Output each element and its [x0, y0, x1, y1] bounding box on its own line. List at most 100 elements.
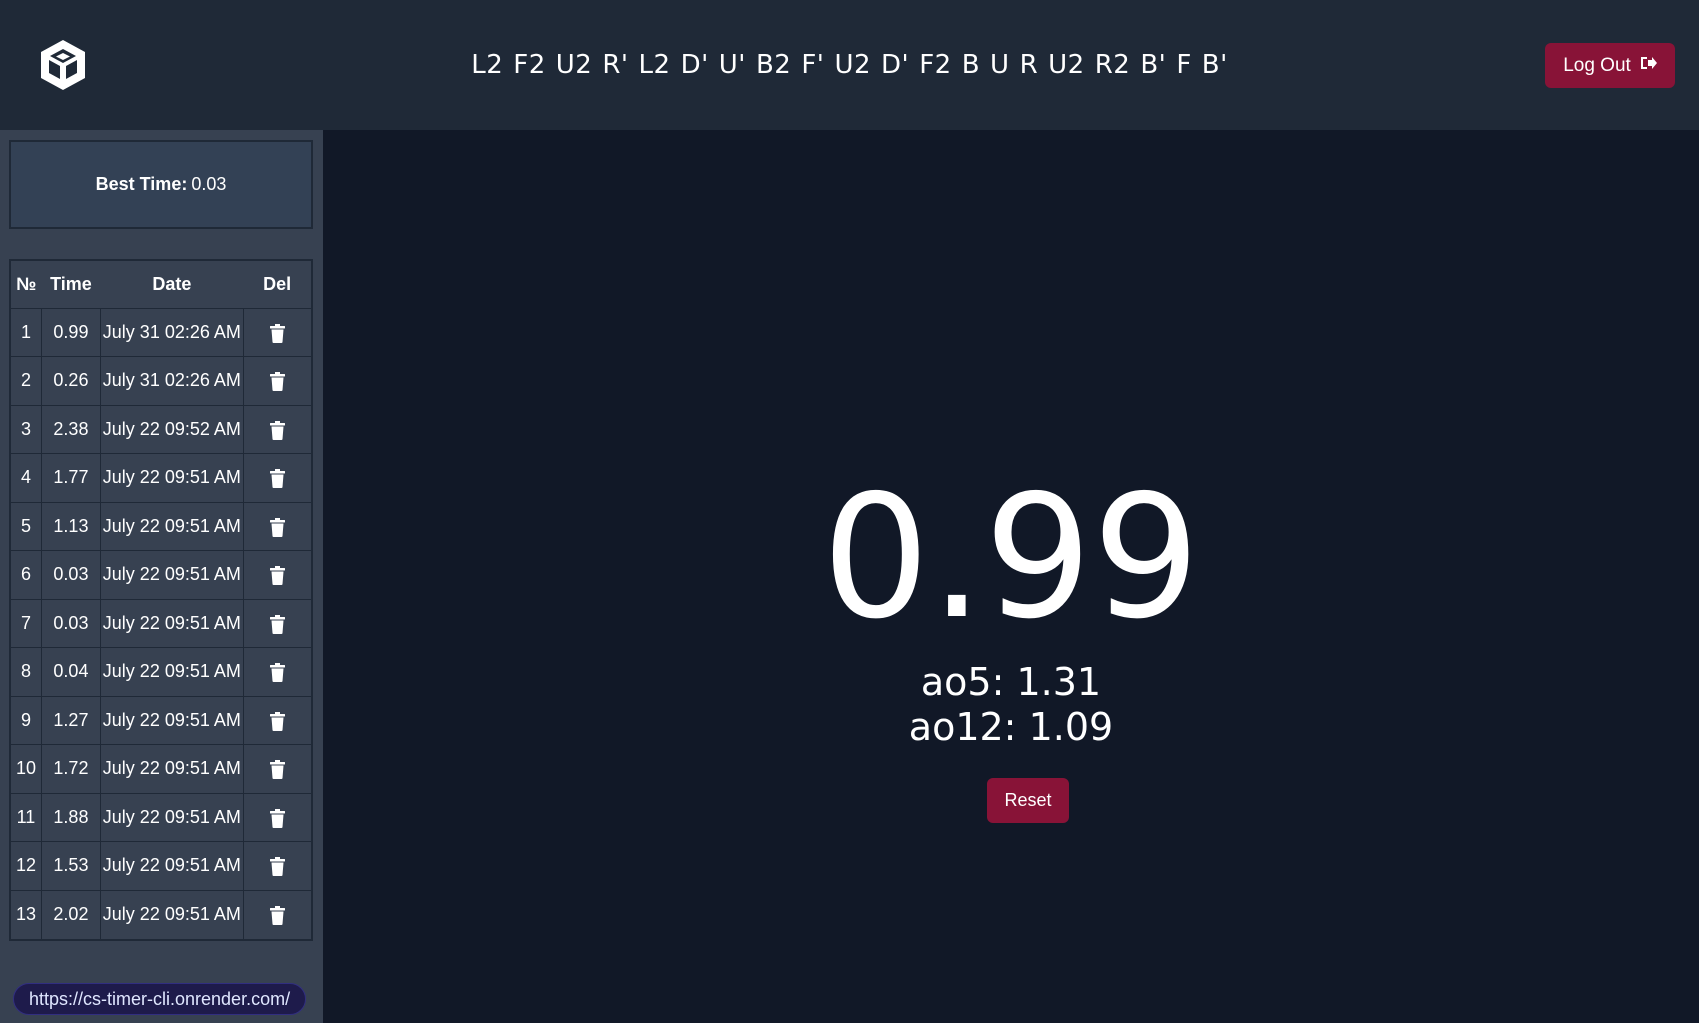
- table-row: 7 0.03 July 22 09:51 AM: [11, 598, 311, 648]
- delete-cell: [243, 501, 311, 551]
- row-time: 1.72: [41, 744, 101, 793]
- row-date: July 22 09:51 AM: [100, 889, 244, 939]
- header-bar: L2 F2 U2 R' L2 D' U' B2 F' U2 D' F2 B U R U2 R2 B' F B' Log…: [0, 0, 1699, 130]
- row-number: 10: [11, 744, 42, 793]
- trash-icon[interactable]: [269, 467, 286, 488]
- row-number: 11: [11, 792, 42, 842]
- sidebar: Best Time: 0.03 № Time Date Del 1 0.99 Jul…: [0, 130, 323, 1023]
- table-row: 11 1.88 July 22 09:51 AM: [11, 792, 311, 842]
- scramble-move: R2: [1094, 50, 1131, 80]
- row-date: July 22 09:51 AM: [100, 841, 244, 890]
- row-time: 1.27: [41, 695, 101, 745]
- row-time: 2.38: [41, 404, 101, 454]
- trash-icon[interactable]: [269, 516, 286, 537]
- sign-out-icon: [1639, 54, 1657, 78]
- trash-icon[interactable]: [269, 661, 286, 682]
- table-row: 1 0.99 July 31 02:26 AM: [11, 307, 311, 357]
- table-row: 12 1.53 July 22 09:51 AM: [11, 841, 311, 890]
- row-number: 3: [11, 404, 42, 454]
- header-date: Date: [100, 261, 244, 308]
- row-date: July 31 02:26 AM: [100, 356, 244, 405]
- table-row: 3 2.38 July 22 09:52 AM: [11, 404, 311, 454]
- trash-icon[interactable]: [269, 564, 286, 585]
- row-number: 4: [11, 453, 42, 502]
- scramble-move: F2: [513, 50, 546, 80]
- row-date: July 22 09:51 AM: [100, 792, 244, 842]
- row-number: 2: [11, 356, 42, 405]
- delete-cell: [243, 841, 311, 890]
- delete-cell: [243, 356, 311, 405]
- scramble-move: U2: [834, 50, 872, 80]
- delete-cell: [243, 550, 311, 599]
- scramble-move: F': [801, 50, 825, 80]
- solves-table: № Time Date Del 1 0.99 July 31 02:26 AM 2 0.…: [11, 261, 311, 939]
- trash-icon[interactable]: [269, 758, 286, 779]
- row-time: 0.26: [41, 356, 101, 405]
- delete-cell: [243, 404, 311, 454]
- trash-icon[interactable]: [269, 807, 286, 828]
- scramble-move: R': [602, 50, 629, 80]
- reset-button[interactable]: Reset: [987, 778, 1069, 823]
- best-time-value: 0.03: [191, 174, 227, 194]
- table-row: 4 1.77 July 22 09:51 AM: [11, 453, 311, 502]
- row-number: 8: [11, 647, 42, 696]
- trash-icon[interactable]: [269, 904, 286, 925]
- row-date: July 22 09:51 AM: [100, 647, 244, 696]
- row-number: 12: [11, 841, 42, 890]
- ao5-average: ao5: 1.31: [920, 660, 1102, 704]
- logout-button[interactable]: Log Out: [1545, 43, 1675, 88]
- row-date: July 22 09:51 AM: [100, 550, 244, 599]
- scramble-move: L2: [471, 50, 504, 80]
- trash-icon[interactable]: [269, 613, 286, 634]
- row-date: July 22 09:52 AM: [100, 404, 244, 454]
- best-time-card: Best Time: 0.03: [9, 140, 313, 229]
- table-row: 10 1.72 July 22 09:51 AM: [11, 744, 311, 793]
- logout-label: Log Out: [1563, 54, 1631, 76]
- delete-cell: [243, 695, 311, 745]
- scramble-move: D': [680, 50, 709, 80]
- delete-cell: [243, 598, 311, 648]
- row-time: 1.13: [41, 501, 101, 551]
- scramble-move: L2: [638, 50, 671, 80]
- row-date: July 31 02:26 AM: [100, 307, 244, 357]
- delete-cell: [243, 889, 311, 939]
- delete-cell: [243, 744, 311, 793]
- scramble-move: U': [718, 50, 746, 80]
- header-number: №: [11, 261, 42, 308]
- row-time: 1.53: [41, 841, 101, 890]
- row-time: 0.03: [41, 550, 101, 599]
- current-time-display[interactable]: 0.99: [821, 459, 1201, 657]
- row-time: 0.99: [41, 307, 101, 357]
- row-date: July 22 09:51 AM: [100, 453, 244, 502]
- trash-icon[interactable]: [269, 710, 286, 731]
- delete-cell: [243, 647, 311, 696]
- ao12-average: ao12: 1.09: [908, 705, 1114, 749]
- scramble-move: R: [1019, 50, 1039, 80]
- row-number: 13: [11, 889, 42, 939]
- row-date: July 22 09:51 AM: [100, 598, 244, 648]
- table-row: 8 0.04 July 22 09:51 AM: [11, 647, 311, 696]
- table-row: 2 0.26 July 31 02:26 AM: [11, 356, 311, 405]
- scramble-move: U: [990, 50, 1010, 80]
- trash-icon[interactable]: [269, 419, 286, 440]
- delete-cell: [243, 792, 311, 842]
- scramble-move: F: [1176, 50, 1192, 80]
- row-time: 1.88: [41, 792, 101, 842]
- header-delete: Del: [243, 261, 311, 308]
- row-time: 0.03: [41, 598, 101, 648]
- row-number: 7: [11, 598, 42, 648]
- best-time-label: Best Time:: [95, 174, 188, 194]
- scramble-move: B2: [755, 50, 792, 80]
- scramble-move: B: [961, 50, 981, 80]
- row-date: July 22 09:51 AM: [100, 695, 244, 745]
- header-time: Time: [41, 261, 101, 308]
- scramble-move: B': [1140, 50, 1167, 80]
- trash-icon[interactable]: [269, 370, 286, 391]
- cube-logo-icon[interactable]: [38, 38, 88, 92]
- trash-icon[interactable]: [269, 322, 286, 343]
- table-header-row: № Time Date Del: [11, 261, 311, 308]
- table-row: 6 0.03 July 22 09:51 AM: [11, 550, 311, 599]
- trash-icon[interactable]: [269, 855, 286, 876]
- row-number: 1: [11, 307, 42, 357]
- row-time: 0.04: [41, 647, 101, 696]
